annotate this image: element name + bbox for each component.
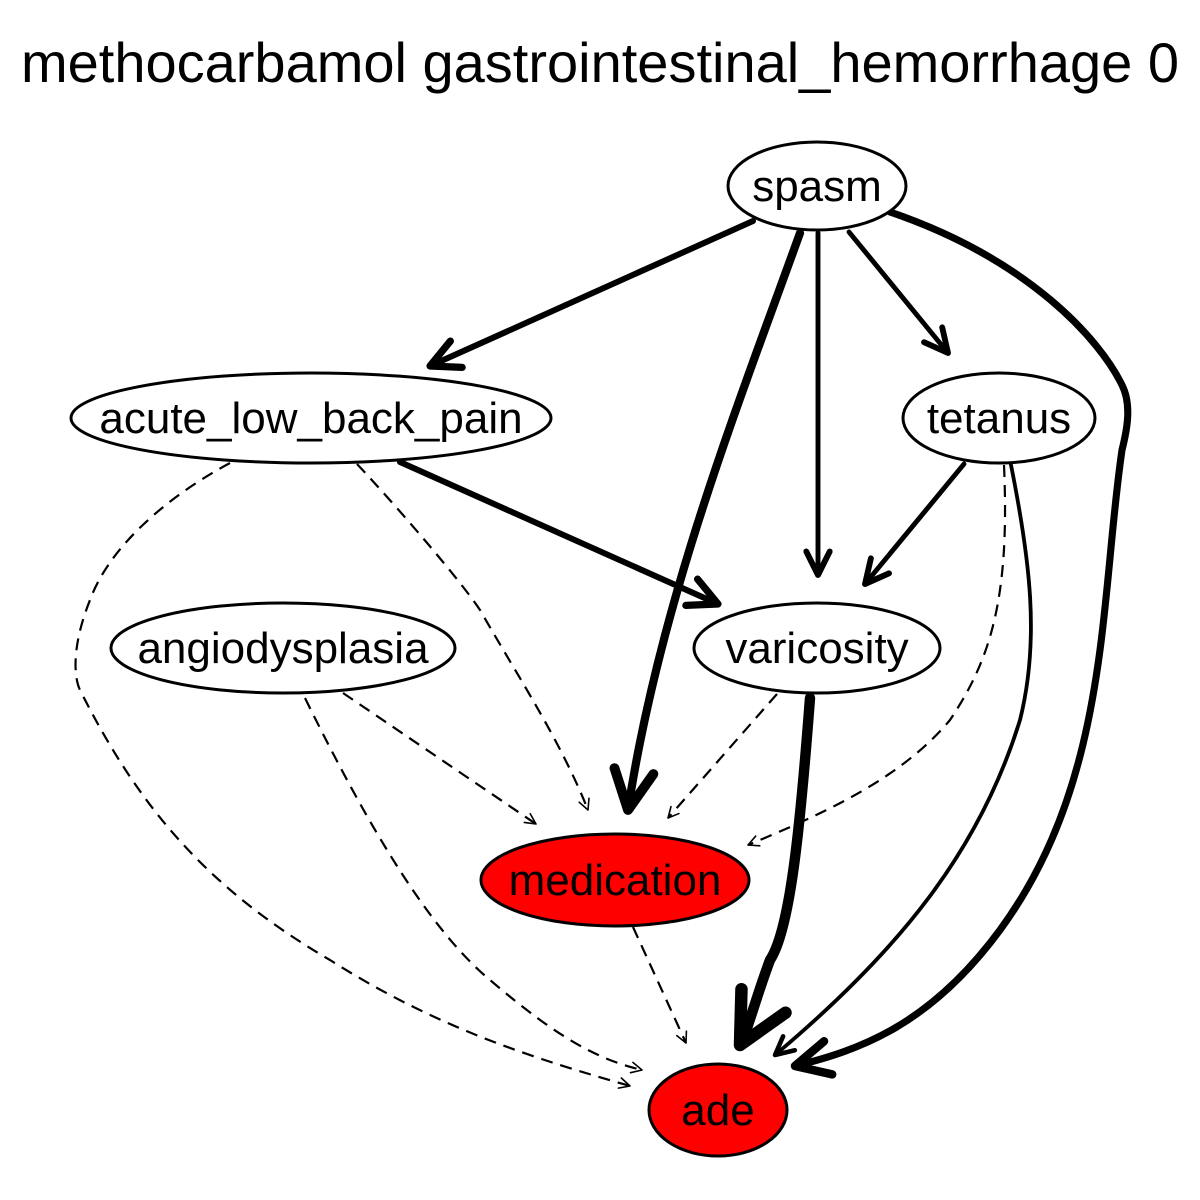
edge-medication-to-ade: [631, 926, 688, 1044]
node-layer: spasm acute_low_back_pain tetanus angiodysp…: [69, 140, 1097, 1158]
edge-spasm-to-acute-low-back-pain: [426, 218, 756, 371]
node-shape-medication: [479, 832, 751, 928]
node-medication: medication: [479, 832, 751, 928]
edge-layer: [74, 208, 1132, 1089]
node-label-angiodysplasia: angiodysplasia: [137, 624, 429, 673]
node-label-medication: medication: [509, 856, 722, 905]
graph-title: methocarbamol gastrointestinal_hemorrhag…: [21, 31, 1179, 94]
node-shape-angiodysplasia: [109, 601, 457, 695]
node-label-varicosity: varicosity: [725, 624, 908, 673]
edge-varicosity-to-ade: [733, 692, 816, 1052]
node-label-acute-low-back-pain: acute_low_back_pain: [99, 394, 522, 443]
edge-angiodysplasia-to-ade: [304, 697, 643, 1074]
node-shape-spasm: [726, 140, 908, 232]
edge-spasm-to-medication: [609, 228, 805, 815]
node-label-tetanus: tetanus: [927, 394, 1071, 443]
node-shape-varicosity: [692, 601, 942, 695]
node-spasm: spasm: [726, 140, 908, 232]
edge-angiodysplasia-to-medication: [342, 692, 537, 825]
node-angiodysplasia: angiodysplasia: [109, 601, 457, 695]
node-varicosity: varicosity: [692, 601, 942, 695]
edge-varicosity-to-medication: [667, 693, 778, 819]
edge-spasm-to-ade: [790, 208, 1132, 1079]
edge-tetanus-to-varicosity: [862, 461, 967, 587]
node-acute-low-back-pain: acute_low_back_pain: [69, 371, 553, 465]
node-label-ade: ade: [681, 1086, 754, 1135]
node-ade: ade: [647, 1062, 789, 1158]
node-shape-ade: [647, 1062, 789, 1158]
node-tetanus: tetanus: [901, 371, 1097, 465]
edge-tetanus-to-medication: [747, 464, 1007, 847]
node-shape-tetanus: [901, 371, 1097, 465]
edge-acute-low-back-pain-to-varicosity: [397, 459, 722, 610]
node-shape-acute-low-back-pain: [69, 371, 553, 465]
edge-acute-low-back-pain-to-ade: [74, 462, 631, 1089]
edge-acute-low-back-pain-to-medication: [356, 463, 590, 811]
edge-spasm-to-tetanus: [846, 229, 951, 356]
node-label-spasm: spasm: [752, 162, 882, 211]
edge-tetanus-to-ade: [772, 463, 1033, 1058]
